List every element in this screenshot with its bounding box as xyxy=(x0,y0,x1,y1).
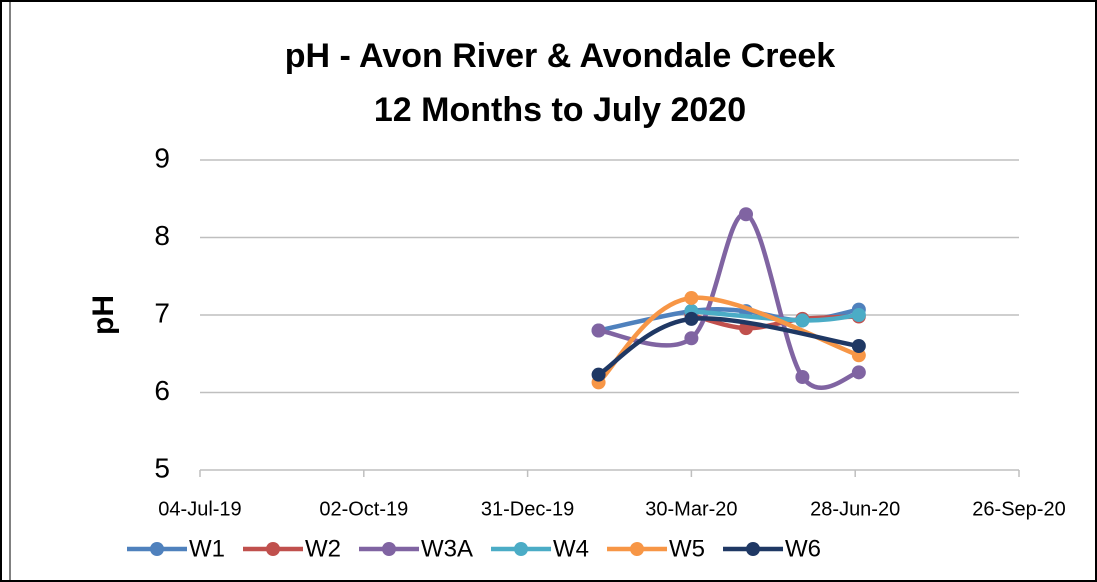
x-tick-label: 31-Dec-19 xyxy=(481,498,574,520)
legend-marker xyxy=(382,542,396,556)
point-marker xyxy=(684,290,699,305)
point-marker xyxy=(851,365,866,380)
y-tick-label: 8 xyxy=(154,220,170,251)
y-tick-label: 7 xyxy=(154,297,170,328)
point-marker xyxy=(591,323,606,338)
x-tick-label: 28-Jun-20 xyxy=(810,498,900,520)
legend-marker xyxy=(150,542,164,556)
point-marker xyxy=(684,311,699,326)
chart-title: pH - Avon River & Avondale Creek xyxy=(285,37,836,75)
point-marker xyxy=(684,331,699,346)
x-tick-label: 30-Mar-20 xyxy=(645,498,737,520)
legend-marker xyxy=(266,542,280,556)
legend-label: W6 xyxy=(785,535,821,562)
legend-label: W1 xyxy=(189,535,225,562)
x-tick-label: 02-Oct-19 xyxy=(319,498,408,520)
legend-label: W3A xyxy=(421,535,473,562)
y-tick-label: 5 xyxy=(154,452,170,483)
legend-label: W5 xyxy=(669,535,705,562)
legend-label: W2 xyxy=(305,535,341,562)
point-marker xyxy=(851,308,866,322)
point-marker xyxy=(739,207,753,222)
point-marker xyxy=(795,313,810,328)
legend-marker xyxy=(630,542,645,556)
x-tick-label: 04-Jul-19 xyxy=(158,498,241,520)
legend-label: W4 xyxy=(553,535,589,562)
y-tick-label: 6 xyxy=(154,375,170,406)
x-tick-label: 26-Sep-20 xyxy=(972,498,1065,520)
chart-subtitle: 12 Months to July 2020 xyxy=(374,91,746,129)
y-tick-label: 9 xyxy=(154,142,170,173)
legend-marker xyxy=(746,542,761,556)
point-marker xyxy=(591,367,606,382)
point-marker xyxy=(851,339,866,353)
y-axis-label: pH xyxy=(87,295,120,335)
point-marker xyxy=(795,370,810,384)
legend-marker xyxy=(514,542,529,556)
